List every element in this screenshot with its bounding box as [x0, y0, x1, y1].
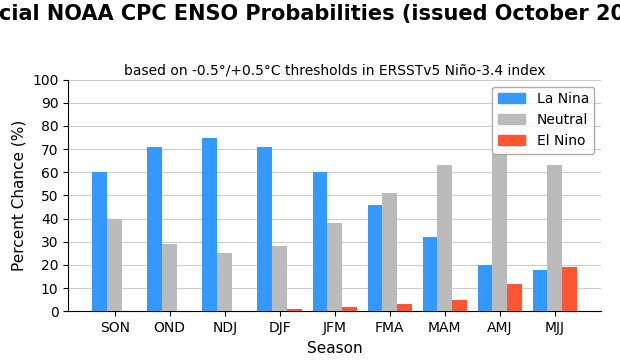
Bar — [257, 147, 272, 311]
Bar — [92, 172, 107, 311]
Bar — [287, 309, 302, 311]
Bar — [342, 307, 357, 311]
Bar — [507, 283, 522, 311]
Title: based on -0.5°/+0.5°C thresholds in ERSSTv5 Niño-3.4 index: based on -0.5°/+0.5°C thresholds in ERSS… — [124, 63, 546, 77]
Bar — [492, 154, 507, 311]
Bar — [327, 223, 342, 311]
Y-axis label: Percent Chance (%): Percent Chance (%) — [12, 120, 27, 271]
Bar — [148, 147, 162, 311]
Bar — [218, 253, 232, 311]
Bar — [312, 172, 327, 311]
Bar — [203, 138, 218, 311]
Bar — [368, 205, 383, 311]
Bar — [107, 219, 122, 311]
X-axis label: Season: Season — [307, 341, 363, 355]
Bar — [397, 304, 412, 311]
Bar — [477, 265, 492, 311]
Bar — [162, 244, 177, 311]
Text: Official NOAA CPC ENSO Probabilities (issued October 2024): Official NOAA CPC ENSO Probabilities (is… — [0, 4, 620, 24]
Legend: La Nina, Neutral, El Nino: La Nina, Neutral, El Nino — [492, 87, 595, 153]
Bar — [423, 237, 438, 311]
Bar — [562, 267, 577, 311]
Bar — [533, 270, 547, 311]
Bar — [272, 247, 287, 311]
Bar — [383, 193, 397, 311]
Bar — [452, 300, 467, 311]
Bar — [438, 165, 452, 311]
Bar — [547, 165, 562, 311]
